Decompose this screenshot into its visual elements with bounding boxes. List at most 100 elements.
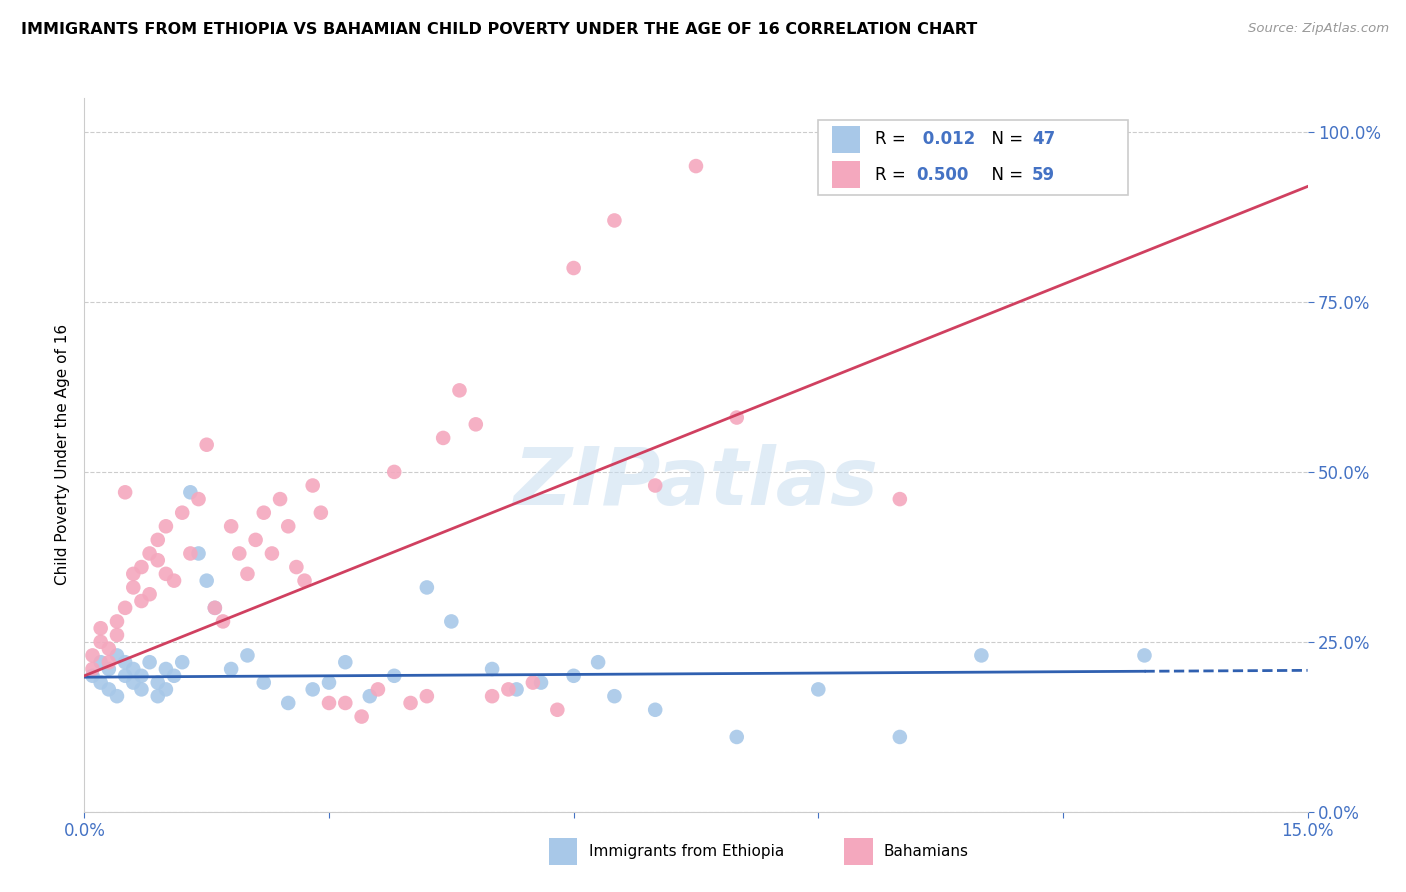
- Point: [359, 689, 381, 703]
- Text: N =: N =: [981, 166, 1024, 184]
- Point: [219, 519, 242, 533]
- Point: [309, 506, 332, 520]
- Point: [138, 655, 160, 669]
- Point: [301, 478, 323, 492]
- Point: [204, 600, 226, 615]
- Point: [725, 410, 748, 425]
- Point: [163, 574, 186, 588]
- Point: [889, 730, 911, 744]
- Text: IMMIGRANTS FROM ETHIOPIA VS BAHAMIAN CHILD POVERTY UNDER THE AGE OF 16 CORRELATI: IMMIGRANTS FROM ETHIOPIA VS BAHAMIAN CHI…: [21, 22, 977, 37]
- Point: [179, 485, 201, 500]
- Point: [399, 696, 422, 710]
- Text: Source: ZipAtlas.com: Source: ZipAtlas.com: [1249, 22, 1389, 36]
- Point: [146, 553, 169, 567]
- Point: [970, 648, 993, 663]
- Point: [82, 662, 104, 676]
- Point: [481, 689, 503, 703]
- Point: [277, 696, 299, 710]
- Point: [644, 703, 666, 717]
- Point: [146, 533, 169, 547]
- Point: [725, 730, 748, 744]
- Point: [889, 492, 911, 507]
- Point: [187, 546, 209, 560]
- Point: [219, 662, 242, 676]
- Point: [97, 682, 120, 697]
- Point: [187, 492, 209, 507]
- Point: [122, 581, 145, 595]
- Point: [245, 533, 267, 547]
- Point: [440, 615, 463, 629]
- Point: [416, 581, 439, 595]
- Point: [105, 628, 128, 642]
- Point: [105, 615, 128, 629]
- Point: [253, 506, 276, 520]
- Point: [277, 519, 299, 533]
- Point: [131, 682, 153, 697]
- Point: [530, 675, 553, 690]
- Text: R =: R =: [875, 130, 905, 148]
- Point: [172, 506, 194, 520]
- Point: [562, 260, 585, 275]
- Point: [131, 560, 153, 574]
- Point: [260, 546, 283, 560]
- Point: [155, 519, 177, 533]
- Y-axis label: Child Poverty Under the Age of 16: Child Poverty Under the Age of 16: [55, 325, 70, 585]
- Point: [114, 669, 136, 683]
- Point: [90, 635, 112, 649]
- Point: [146, 675, 169, 690]
- Point: [114, 485, 136, 500]
- Point: [416, 689, 439, 703]
- Point: [122, 675, 145, 690]
- Point: [82, 648, 104, 663]
- Point: [562, 669, 585, 683]
- Point: [335, 696, 357, 710]
- Point: [97, 662, 120, 676]
- Point: [449, 384, 471, 398]
- Point: [546, 703, 568, 717]
- Point: [269, 492, 291, 507]
- Text: Immigrants from Ethiopia: Immigrants from Ethiopia: [589, 845, 783, 859]
- Point: [122, 662, 145, 676]
- Point: [586, 655, 609, 669]
- Point: [195, 574, 218, 588]
- Point: [82, 669, 104, 683]
- Point: [97, 641, 120, 656]
- Point: [807, 682, 830, 697]
- Point: [464, 417, 486, 432]
- Point: [301, 682, 323, 697]
- Point: [131, 669, 153, 683]
- Point: [236, 566, 259, 581]
- Point: [382, 465, 405, 479]
- Point: [122, 566, 145, 581]
- Point: [204, 600, 226, 615]
- Point: [155, 566, 177, 581]
- Point: [155, 662, 177, 676]
- Point: [172, 655, 194, 669]
- Point: [318, 696, 340, 710]
- Point: [498, 682, 520, 697]
- Point: [195, 438, 218, 452]
- Point: [318, 675, 340, 690]
- Point: [90, 655, 112, 669]
- Text: Bahamians: Bahamians: [884, 845, 969, 859]
- Point: [138, 546, 160, 560]
- Text: 0.012: 0.012: [917, 130, 974, 148]
- Point: [335, 655, 357, 669]
- Point: [481, 662, 503, 676]
- Point: [212, 615, 235, 629]
- Point: [105, 689, 128, 703]
- Point: [432, 431, 454, 445]
- Point: [253, 675, 276, 690]
- Text: ZIPatlas: ZIPatlas: [513, 444, 879, 523]
- Point: [114, 600, 136, 615]
- Point: [522, 675, 544, 690]
- Point: [685, 159, 707, 173]
- Point: [228, 546, 250, 560]
- Point: [163, 669, 186, 683]
- Point: [155, 682, 177, 697]
- Point: [644, 478, 666, 492]
- Point: [90, 675, 112, 690]
- Point: [603, 213, 626, 227]
- Point: [97, 655, 120, 669]
- Point: [90, 621, 112, 635]
